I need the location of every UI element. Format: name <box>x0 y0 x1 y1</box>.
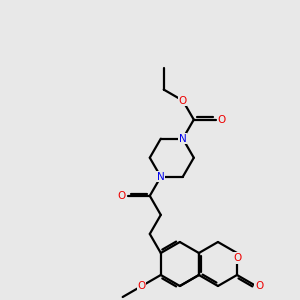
Text: O: O <box>218 115 226 124</box>
Text: O: O <box>138 281 146 291</box>
Text: O: O <box>255 281 263 291</box>
Text: O: O <box>179 96 187 106</box>
Text: O: O <box>234 253 242 263</box>
Text: O: O <box>118 191 126 201</box>
Text: N: N <box>179 134 187 144</box>
Text: N: N <box>157 172 165 182</box>
